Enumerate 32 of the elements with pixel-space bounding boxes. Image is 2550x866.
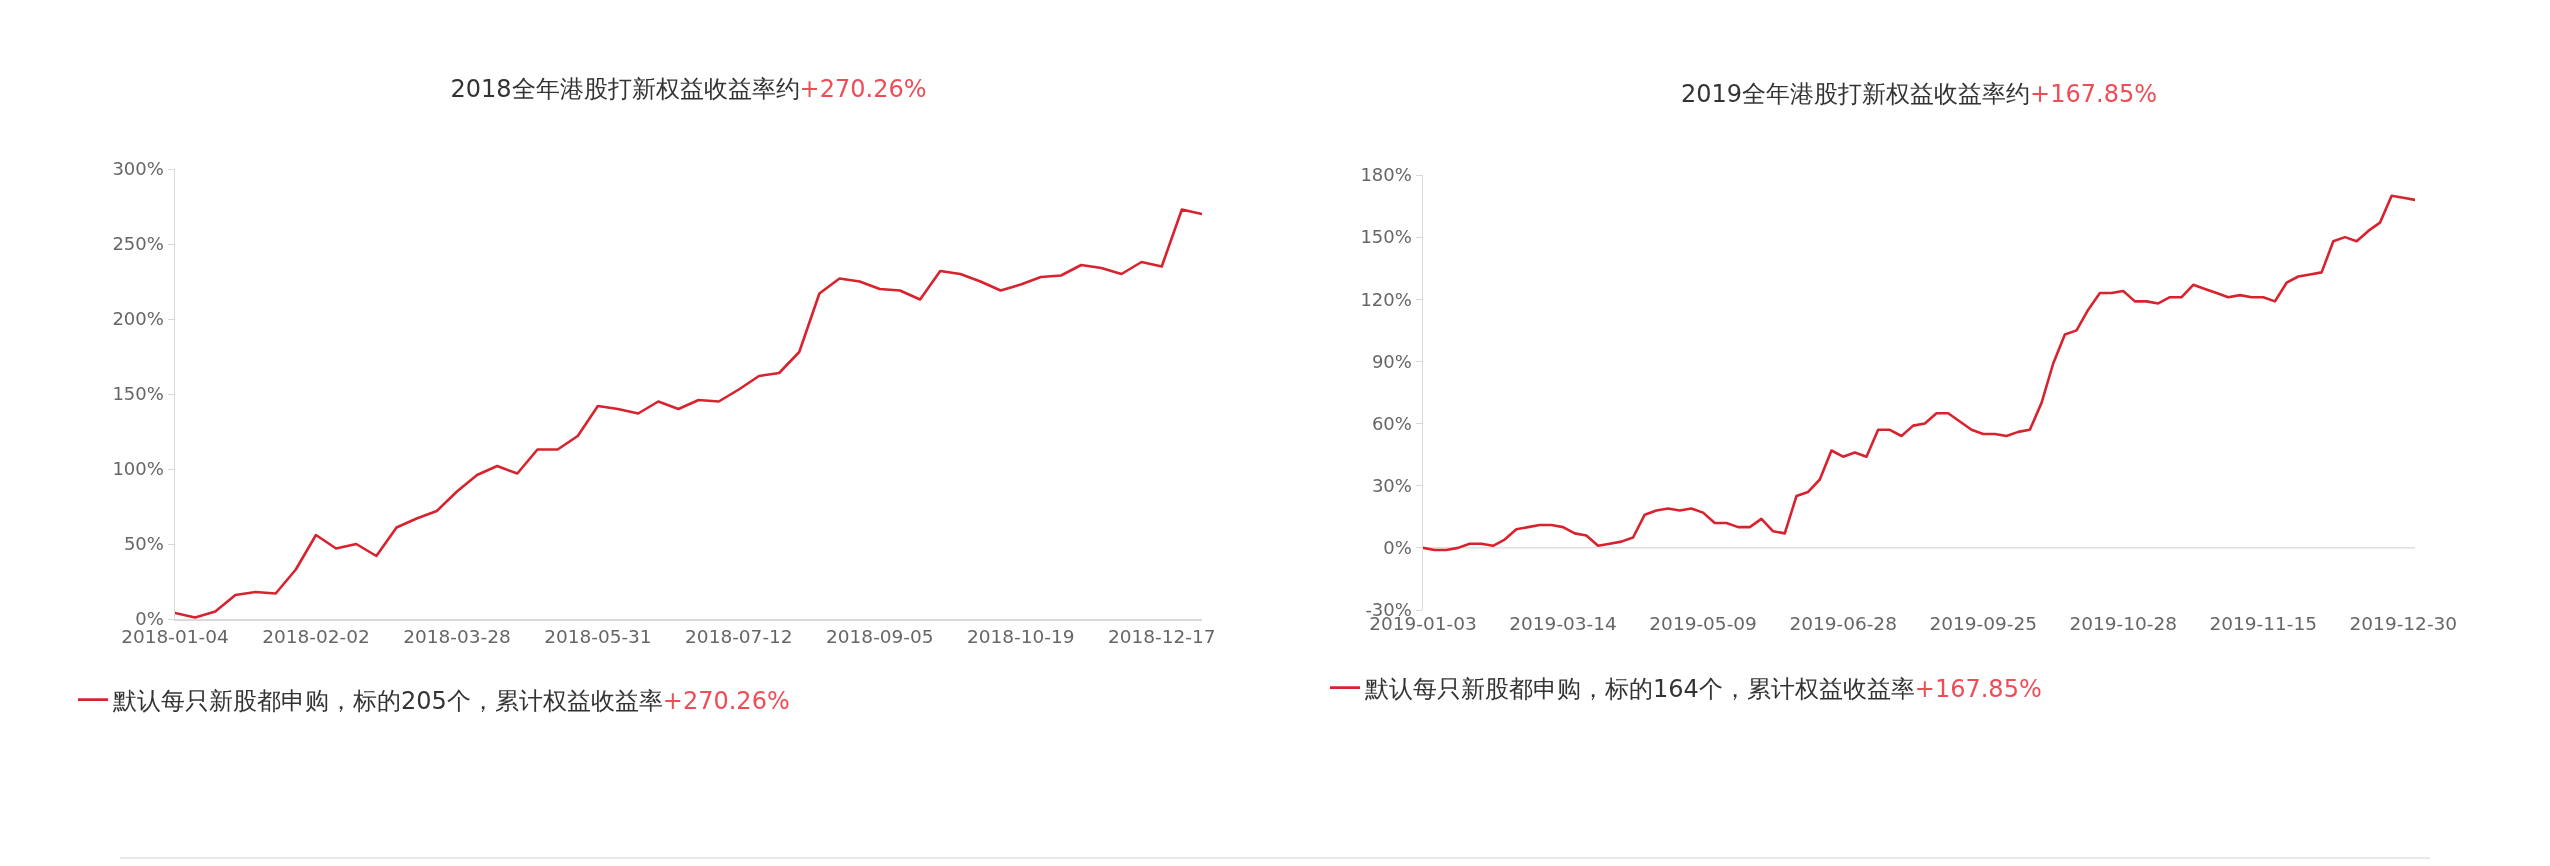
y-tick-label: 0% (1383, 537, 1412, 559)
y-tick-label: 60% (1371, 412, 1412, 434)
x-tick-label: 2019-10-28 (2069, 612, 2177, 634)
chart-title: 2019全年港股打新权益收益率约+167.85% (1681, 80, 2157, 109)
x-tick-label: 2018-07-12 (685, 625, 793, 647)
legend-label: 默认每只新股都申购，标的164个，累计权益收益率+167.85% (1364, 674, 2042, 703)
x-tick-label: 2019-12-30 (2349, 612, 2458, 634)
chart-title: 2018全年港股打新权益收益率约+270.26% (450, 75, 927, 104)
legend-label: 默认每只新股都申购，标的205个，累计权益收益率+270.26% (112, 686, 790, 715)
y-tick-label: 300% (112, 158, 164, 180)
y-tick-label: 100% (112, 458, 164, 480)
y-tick-label: 90% (1371, 350, 1412, 372)
x-tick-label: 2019-06-28 (1789, 612, 1897, 634)
x-tick-label: 2018-03-28 (403, 625, 511, 647)
x-tick-label: 2019-11-15 (2209, 612, 2318, 634)
y-tick-label: 120% (1360, 288, 1412, 310)
y-tick-label: 150% (1360, 226, 1412, 248)
y-tick-label: 200% (112, 308, 164, 330)
y-tick-label: 150% (112, 383, 164, 405)
x-tick-label: 2018-02-02 (262, 625, 370, 647)
x-tick-label: 2019-05-09 (1649, 612, 1757, 634)
x-tick-label: 2019-09-25 (1929, 612, 2037, 634)
y-tick-label: 30% (1371, 475, 1412, 497)
x-tick-label: 2018-10-19 (967, 625, 1075, 647)
y-tick-label: 180% (1360, 164, 1412, 186)
x-tick-label: 2019-03-14 (1509, 612, 1617, 634)
x-tick-label: 2018-12-17 (1107, 625, 1216, 647)
y-tick-label: 250% (112, 233, 164, 255)
x-tick-label: 2018-05-31 (544, 625, 652, 647)
y-tick-label: 50% (123, 533, 164, 555)
x-tick-label: 2018-09-05 (826, 625, 934, 647)
line-series (1423, 194, 2415, 552)
